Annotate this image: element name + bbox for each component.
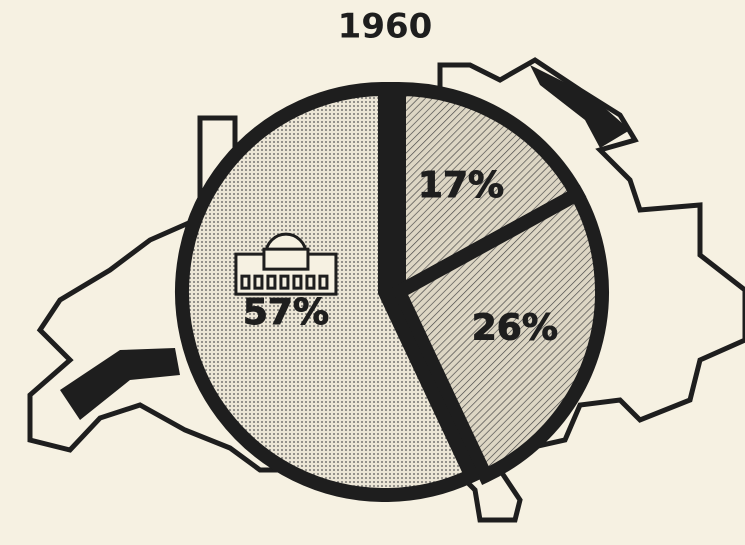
value-label: 57% [243, 292, 329, 333]
chart-title: 1960 [338, 7, 433, 47]
window [305, 274, 316, 290]
window [318, 274, 329, 290]
window [266, 274, 277, 290]
tower [262, 247, 310, 271]
window [253, 274, 264, 290]
pie-slice [389, 184, 609, 485]
pie-slice [392, 81, 587, 304]
lake [60, 348, 180, 420]
value-label: 26% [472, 308, 558, 349]
window [292, 274, 303, 290]
building-icon [234, 232, 338, 296]
lake [530, 65, 630, 148]
window [240, 274, 251, 290]
window [279, 274, 290, 290]
value-label: 17% [418, 165, 504, 206]
